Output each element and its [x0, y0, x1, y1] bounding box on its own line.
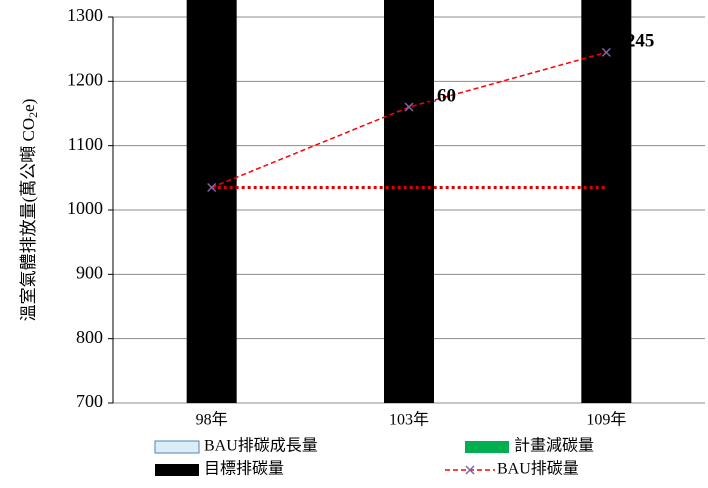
legend-label: 計畫減碳量	[514, 437, 594, 455]
y-axis-label: 溫室氣體排放量(萬公噸 CO2e)	[19, 99, 40, 322]
x-tick-label: 98年	[196, 411, 228, 429]
legend-swatch	[154, 440, 200, 454]
data-label: 1245	[616, 31, 654, 52]
legend-swatch	[465, 441, 509, 453]
data-label: 1160	[419, 85, 456, 106]
legend-marker	[465, 465, 475, 475]
x-tick-label: 109年	[586, 411, 626, 429]
bar-segment	[186, 0, 237, 403]
y-tick-label: 1000	[67, 198, 103, 218]
bar-segment	[384, 0, 434, 404]
line-marker	[207, 182, 217, 193]
bar-segment	[581, 0, 632, 403]
y-label-subscript: 2	[26, 112, 40, 118]
line-marker	[404, 102, 414, 112]
y-tick-label: 1300	[67, 5, 103, 25]
legend-label: BAU排碳成長量	[204, 437, 318, 455]
y-tick-label: 700	[76, 391, 103, 411]
x-tick-label: 103年	[389, 411, 429, 429]
y-tick-label: 1200	[67, 69, 103, 89]
legend-label: BAU排碳量	[497, 460, 579, 478]
y-tick-label: 900	[76, 262, 103, 282]
y-label-text: e)	[19, 99, 38, 112]
y-tick-label: 1100	[68, 134, 103, 154]
legend-swatch	[155, 464, 199, 476]
legend-label: 目標排碳量	[204, 460, 284, 478]
y-tick-label: 800	[76, 327, 103, 347]
line-marker	[601, 47, 611, 57]
y-label-text: 溫室氣體排放量(萬公噸 CO	[19, 118, 38, 322]
